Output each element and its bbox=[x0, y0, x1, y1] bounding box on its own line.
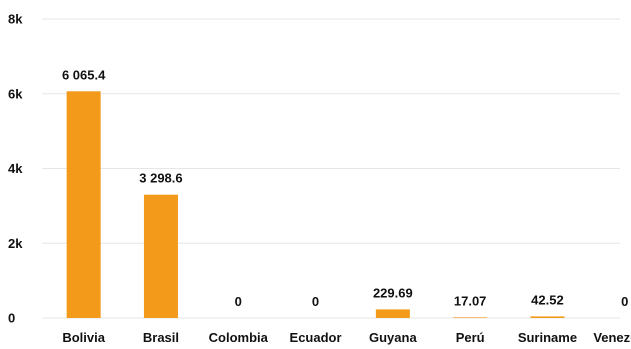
data-label: 0 bbox=[312, 294, 319, 309]
x-tick-label: Venezuela bbox=[593, 330, 631, 345]
y-tick-label: 2k bbox=[8, 236, 23, 251]
x-axis-categories: Bolivia Brasil Colombia Ecuador Guyana Perú Su… bbox=[62, 330, 631, 345]
y-tick-label: 0 bbox=[8, 311, 15, 326]
x-tick-label: Bolivia bbox=[62, 330, 105, 345]
x-tick-label: Colombia bbox=[209, 330, 269, 345]
data-label: 17.07 bbox=[454, 293, 487, 308]
bar-perú bbox=[453, 317, 488, 318]
data-label: 3 298.6 bbox=[139, 171, 182, 186]
gridlines bbox=[42, 18, 620, 319]
y-tick-label: 8k bbox=[8, 12, 23, 27]
y-tick-label: 4k bbox=[8, 161, 23, 176]
x-tick-label: Guyana bbox=[369, 330, 417, 345]
data-label: 229.69 bbox=[373, 285, 413, 300]
bar-suriname bbox=[530, 316, 565, 318]
y-axis-ticks: 0 2k 4k 6k 8k bbox=[8, 12, 23, 326]
data-label: 6 065.4 bbox=[62, 67, 106, 82]
y-tick-label: 6k bbox=[8, 86, 23, 101]
data-label: 42.52 bbox=[531, 292, 564, 307]
bar-bolivia bbox=[66, 91, 101, 319]
data-labels: 6 065.4 3 298.6 0 0 229.69 17.07 42.52 0 bbox=[62, 67, 628, 309]
x-tick-label: Suriname bbox=[518, 330, 577, 345]
bar-guyana bbox=[375, 309, 410, 318]
bars bbox=[66, 91, 565, 319]
x-tick-label: Perú bbox=[456, 330, 485, 345]
bar-brasil bbox=[143, 194, 178, 318]
x-tick-label: Brasil bbox=[143, 330, 179, 345]
data-label: 0 bbox=[235, 294, 242, 309]
data-label: 0 bbox=[621, 294, 628, 309]
x-tick-label: Ecuador bbox=[290, 330, 342, 345]
